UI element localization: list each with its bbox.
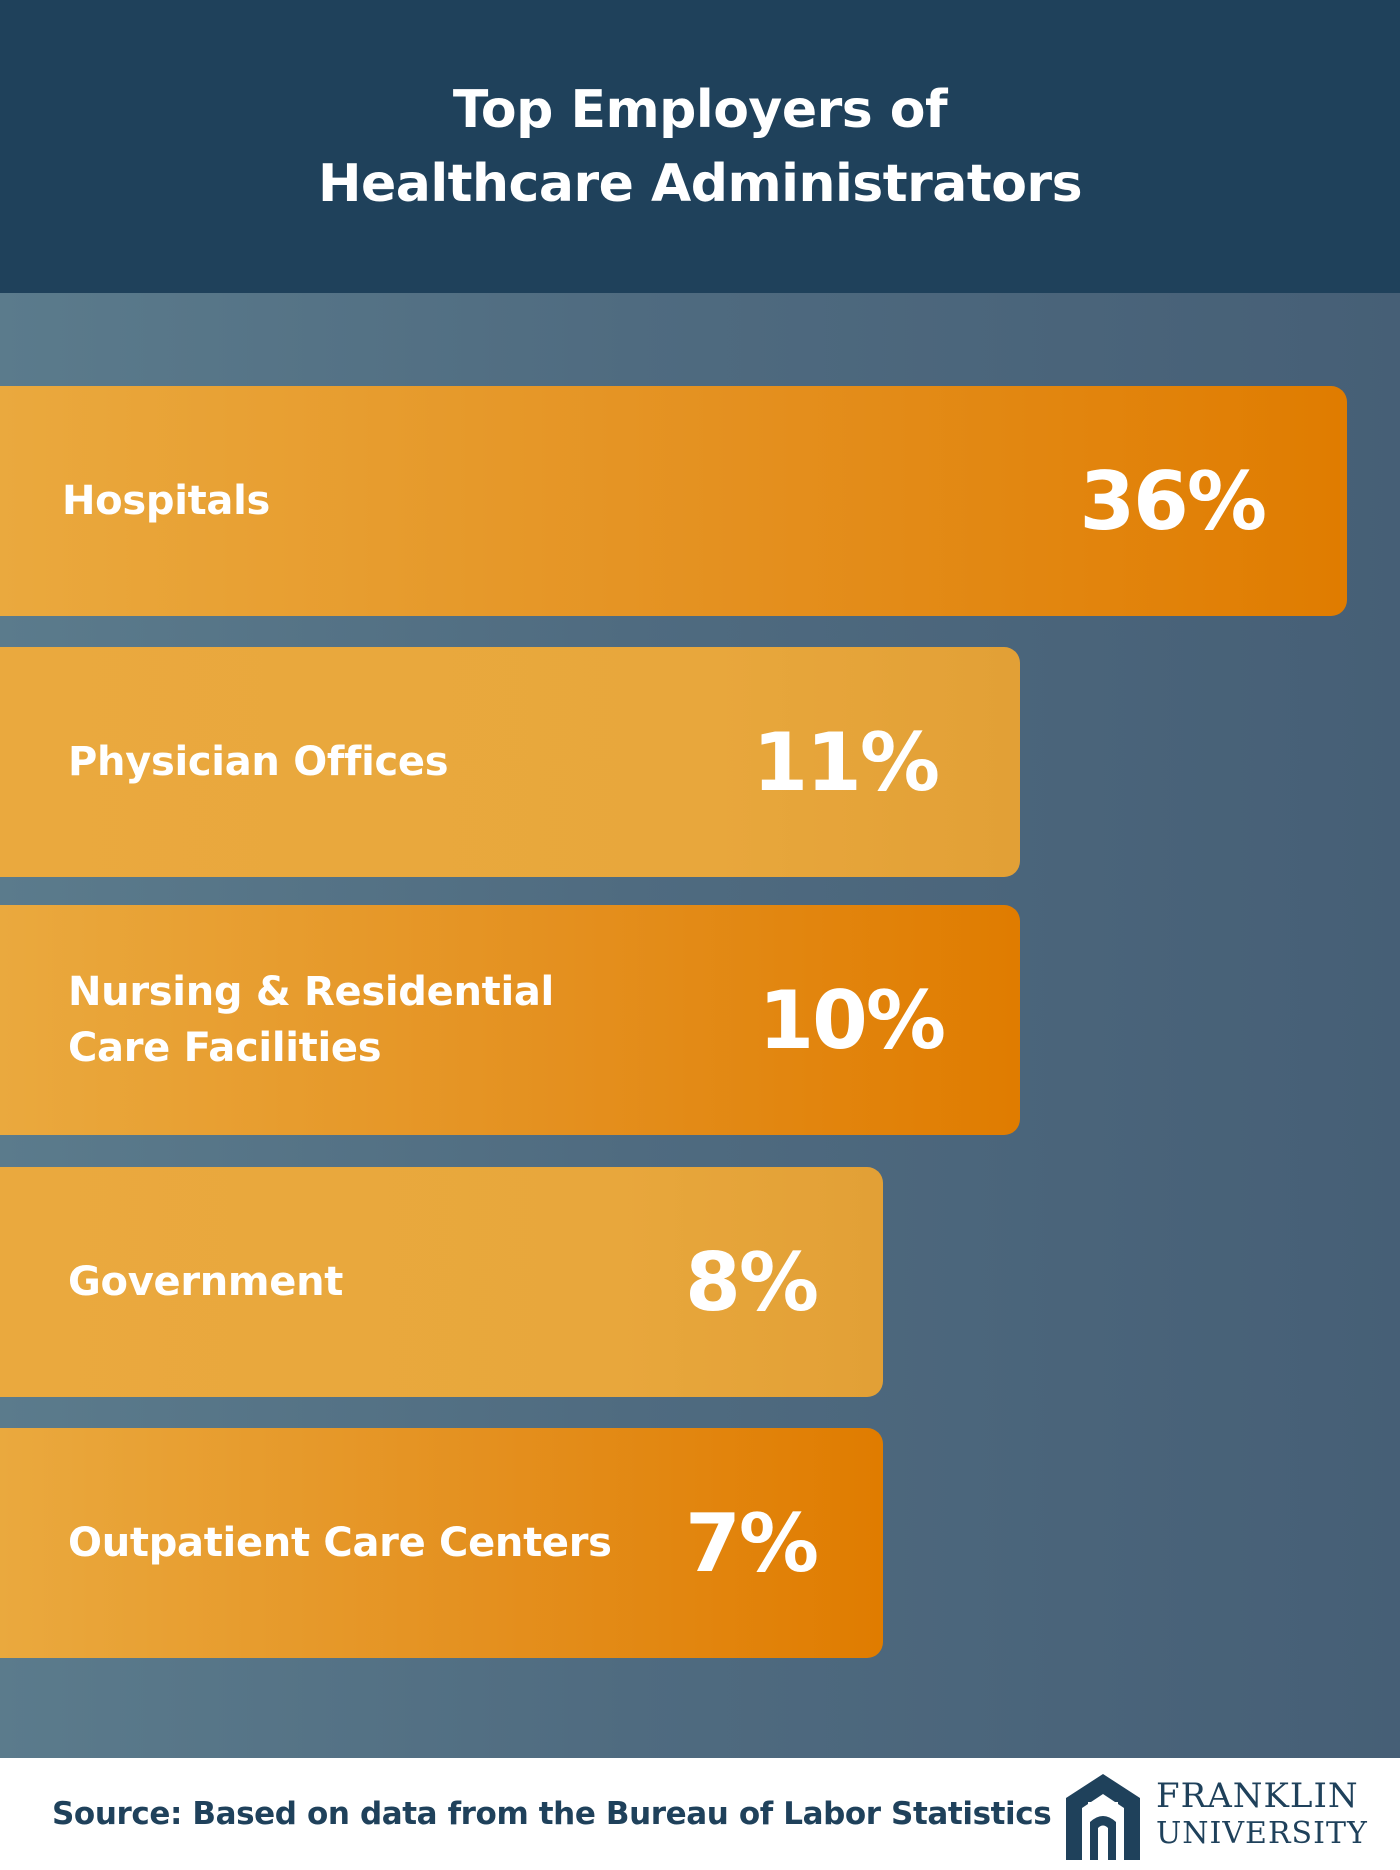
bar-3: Nursing & Residential Care Facilities 10% — [0, 905, 1020, 1135]
chart-header: Top Employers of Healthcare Administrato… — [0, 0, 1400, 293]
chart-title-line-2: Healthcare Administrators — [317, 153, 1083, 214]
bar-label: Physician Offices — [68, 739, 449, 785]
source-note: Source: Based on data from the Bureau of… — [52, 1796, 1052, 1832]
logo-line-2: UNIVERSITY — [1156, 1816, 1368, 1851]
bar-1: Hospitals 36% — [0, 386, 1347, 616]
bar-5: Outpatient Care Centers 7% — [0, 1428, 883, 1658]
bar-label: Outpatient Care Centers — [68, 1520, 612, 1566]
logo-line-1: FRANKLIN — [1156, 1776, 1359, 1816]
bar-label: Government — [68, 1259, 344, 1305]
bar-chart: Hospitals 36% Physician Offices 11% Nursing … — [0, 293, 1400, 1758]
footer: Source: Based on data from the Bureau of… — [0, 1758, 1400, 1870]
bar-label: Hospitals — [62, 478, 271, 524]
bar-value-label: 36% — [1079, 454, 1267, 548]
bar-4: Government 8% — [0, 1167, 883, 1397]
chart-title-line-1: Top Employers of — [452, 79, 948, 140]
bar-label: Nursing & Residential Care Facilities — [68, 969, 554, 1071]
logo-wordmark: FRANKLIN UNIVERSITY — [1156, 1776, 1368, 1852]
franklin-university-logo: FRANKLIN UNIVERSITY — [1058, 1768, 1388, 1864]
bar-2: Physician Offices 11% — [0, 647, 1020, 877]
bar-value-label: 7% — [685, 1496, 819, 1590]
franklin-arch-logo-icon — [1066, 1774, 1140, 1860]
bar-value-label: 8% — [685, 1235, 819, 1329]
bar-value-label: 10% — [758, 973, 946, 1067]
chart-panel: Hospitals 36% Physician Offices 11% Nursing … — [0, 293, 1400, 1758]
bar-value-label: 11% — [752, 715, 940, 809]
